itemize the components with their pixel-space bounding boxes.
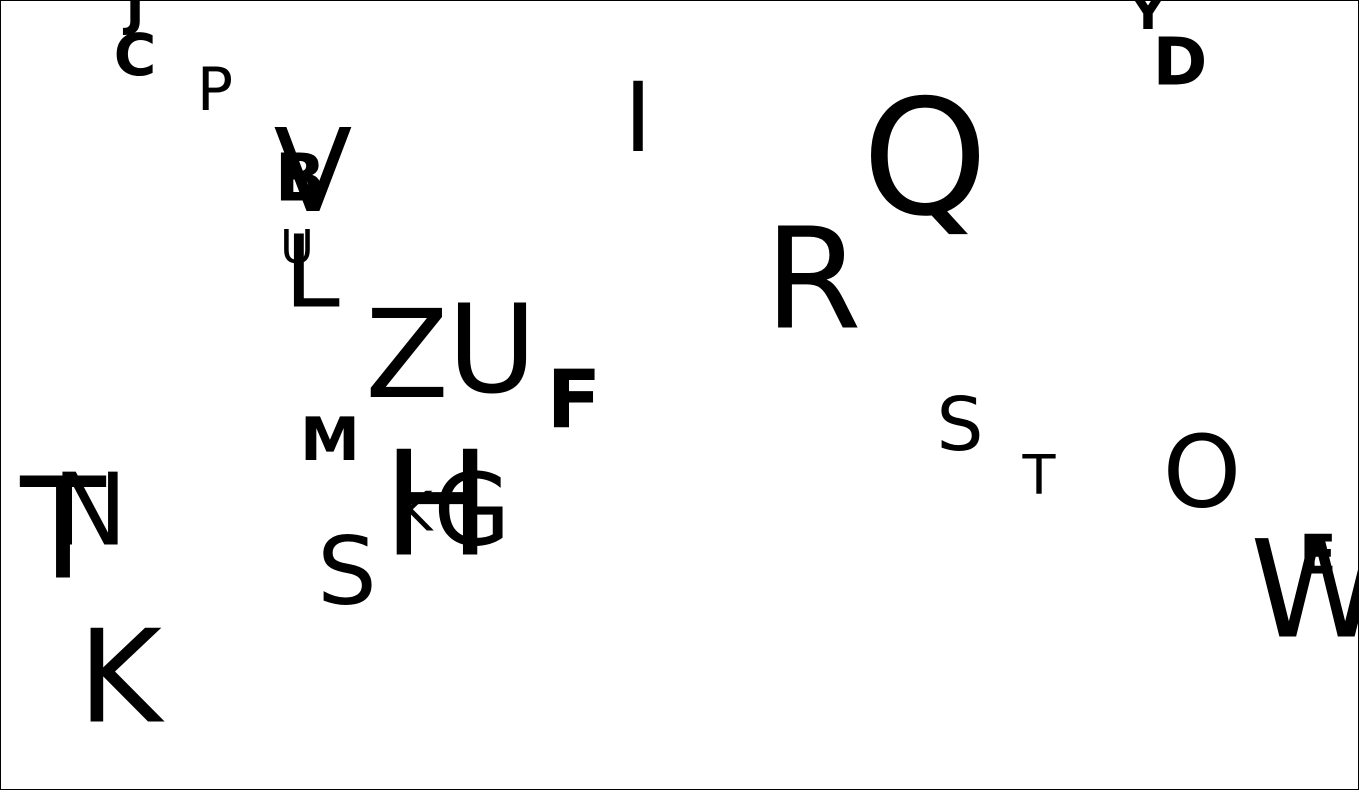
letter: D [1153, 24, 1208, 101]
letter: K [397, 481, 434, 544]
letter: J [123, 0, 145, 37]
letter: K [78, 604, 165, 753]
letter: U [447, 279, 536, 421]
letter: N [53, 452, 128, 569]
letter: Y [1129, 0, 1167, 41]
letter: G [433, 452, 511, 569]
letter: M [300, 405, 360, 475]
letter: O [1163, 414, 1242, 531]
letter: I [624, 62, 652, 174]
letter: V [274, 105, 353, 239]
letter: W [1250, 512, 1359, 669]
letter: T [19, 449, 106, 612]
letter: B [275, 140, 325, 217]
letter: R [764, 199, 861, 362]
letter: S [937, 382, 984, 468]
letter: F [547, 354, 602, 447]
letter: T [1022, 444, 1057, 507]
letter: E [1300, 524, 1337, 587]
letter: H [382, 421, 491, 590]
letter: L [284, 214, 340, 331]
letter: S [317, 518, 377, 627]
letter: Q [862, 65, 988, 252]
letter: U [280, 220, 314, 274]
letter: C [114, 21, 157, 89]
letter: P [197, 55, 233, 125]
letter: Z [365, 284, 449, 426]
